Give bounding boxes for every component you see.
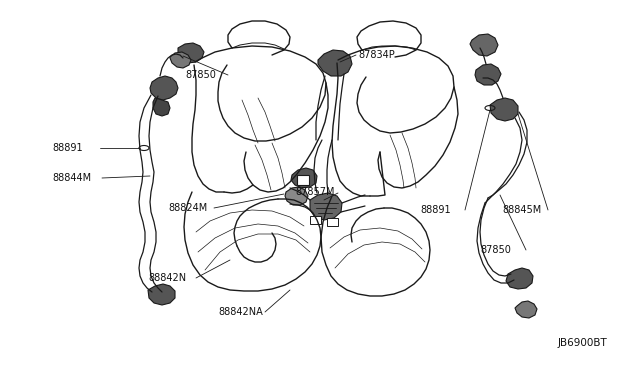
Polygon shape	[490, 98, 518, 121]
Polygon shape	[148, 284, 175, 305]
Polygon shape	[178, 43, 204, 63]
Polygon shape	[291, 168, 317, 188]
Text: 87850: 87850	[480, 245, 511, 255]
Bar	[326, 218, 337, 226]
Text: 88844M: 88844M	[52, 173, 91, 183]
Polygon shape	[506, 268, 533, 289]
Text: JB6900BT: JB6900BT	[558, 338, 608, 348]
Text: 88842NA: 88842NA	[218, 307, 263, 317]
Text: 87834P: 87834P	[358, 50, 395, 60]
Bar	[310, 216, 321, 224]
Polygon shape	[475, 64, 501, 85]
Polygon shape	[310, 193, 342, 220]
Text: 88891: 88891	[52, 143, 83, 153]
Polygon shape	[470, 34, 498, 56]
Text: 87850: 87850	[185, 70, 216, 80]
Polygon shape	[170, 52, 191, 68]
Text: 87857M: 87857M	[295, 187, 335, 197]
Polygon shape	[318, 50, 352, 76]
Text: 88891: 88891	[420, 205, 451, 215]
Text: 88845M: 88845M	[502, 205, 541, 215]
Polygon shape	[153, 98, 170, 116]
Text: 88842N: 88842N	[148, 273, 186, 283]
Polygon shape	[150, 76, 178, 100]
Bar	[297, 175, 309, 185]
Polygon shape	[285, 187, 308, 205]
Polygon shape	[515, 301, 537, 318]
Text: 88824M: 88824M	[168, 203, 207, 213]
